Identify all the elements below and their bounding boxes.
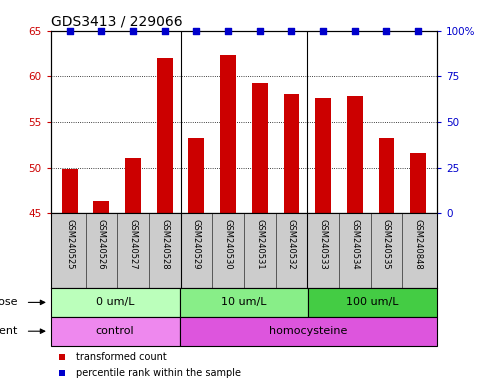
Point <box>98 28 105 34</box>
Bar <box>308 288 437 317</box>
Text: GSM240526: GSM240526 <box>97 219 106 270</box>
Point <box>193 28 200 34</box>
Text: agent: agent <box>0 326 18 336</box>
Point <box>129 28 137 34</box>
Point <box>224 28 232 34</box>
Bar <box>220 55 236 213</box>
Point <box>256 28 264 34</box>
Bar <box>180 288 308 317</box>
Text: GSM240531: GSM240531 <box>255 219 264 270</box>
Text: 10 um/L: 10 um/L <box>221 297 267 308</box>
Text: GSM240525: GSM240525 <box>65 219 74 270</box>
Text: 100 um/L: 100 um/L <box>346 297 399 308</box>
Point <box>414 28 422 34</box>
Bar <box>62 169 78 213</box>
Text: GSM240527: GSM240527 <box>128 219 138 270</box>
Text: GSM240535: GSM240535 <box>382 219 391 270</box>
Bar <box>188 138 204 213</box>
Point <box>287 28 295 34</box>
Point <box>66 28 73 34</box>
Point <box>383 28 390 34</box>
Bar <box>51 288 180 317</box>
Bar <box>51 317 180 346</box>
Bar <box>180 317 437 346</box>
Text: GDS3413 / 229066: GDS3413 / 229066 <box>51 14 183 28</box>
Bar <box>284 94 299 213</box>
Bar <box>347 96 363 213</box>
Text: GSM240848: GSM240848 <box>413 219 423 270</box>
Bar <box>125 159 141 213</box>
Text: GSM240530: GSM240530 <box>224 219 233 270</box>
Text: GSM240529: GSM240529 <box>192 219 201 270</box>
Text: control: control <box>96 326 134 336</box>
Text: homocysteine: homocysteine <box>269 326 347 336</box>
Text: dose: dose <box>0 297 18 308</box>
Bar <box>410 153 426 213</box>
Bar <box>157 58 172 213</box>
Text: GSM240533: GSM240533 <box>319 219 327 270</box>
Point <box>319 28 327 34</box>
Point <box>161 28 169 34</box>
Text: GSM240534: GSM240534 <box>350 219 359 270</box>
Text: GSM240528: GSM240528 <box>160 219 169 270</box>
Bar <box>379 138 394 213</box>
Text: GSM240532: GSM240532 <box>287 219 296 270</box>
Text: percentile rank within the sample: percentile rank within the sample <box>76 368 241 378</box>
Point <box>351 28 359 34</box>
Bar <box>315 98 331 213</box>
Bar <box>252 83 268 213</box>
Bar <box>94 201 109 213</box>
Text: transformed count: transformed count <box>76 352 167 362</box>
Text: 0 um/L: 0 um/L <box>96 297 134 308</box>
